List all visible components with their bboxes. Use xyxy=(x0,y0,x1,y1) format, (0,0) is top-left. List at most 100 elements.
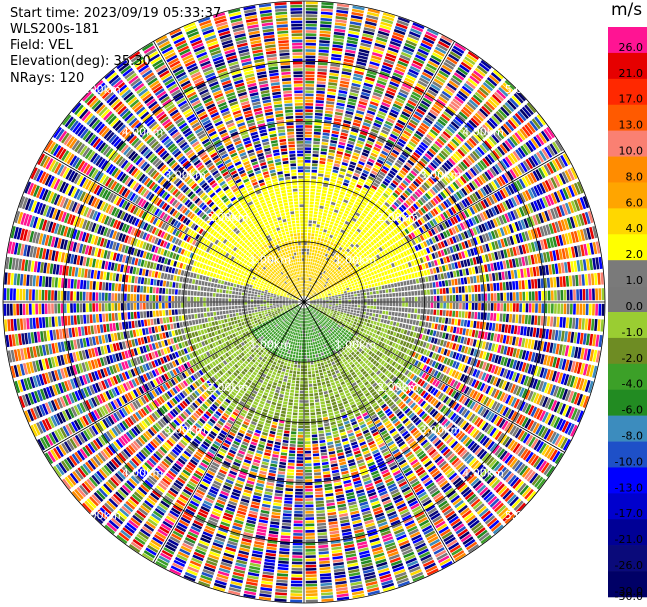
ppi-gate xyxy=(324,223,329,227)
ppi-gate xyxy=(432,52,444,60)
ppi-gate xyxy=(361,267,366,272)
ppi-gate xyxy=(399,88,409,96)
ppi-gate xyxy=(546,277,551,288)
ppi-gate xyxy=(375,237,380,242)
ppi-gate xyxy=(418,144,427,152)
ppi-gate xyxy=(582,303,586,316)
ppi-gate xyxy=(398,302,402,307)
ppi-gate xyxy=(367,8,380,14)
ppi-gate xyxy=(385,160,393,166)
ppi-gate xyxy=(497,146,506,156)
ppi-gate xyxy=(356,61,367,66)
ppi-gate xyxy=(320,258,323,262)
ppi-gate xyxy=(310,239,314,243)
ppi-gate xyxy=(345,236,350,241)
ppi-gate xyxy=(309,291,312,295)
ppi-gate xyxy=(517,269,521,279)
ppi-gate xyxy=(475,130,484,140)
ppi-gate xyxy=(460,277,464,285)
ppi-gate xyxy=(375,161,383,168)
ppi-gate xyxy=(416,83,426,90)
ppi-gate xyxy=(503,237,509,247)
ppi-gate xyxy=(396,187,403,194)
ppi-gate xyxy=(307,290,309,294)
ppi-gate xyxy=(367,137,375,143)
ppi-gate xyxy=(329,288,333,291)
ppi-gate xyxy=(410,215,416,222)
ppi-gate xyxy=(409,267,414,273)
ppi-gate xyxy=(390,194,397,201)
ppi-gate xyxy=(304,188,310,192)
ppi-gate xyxy=(445,264,449,271)
ppi-gate xyxy=(437,273,441,280)
ppi-gate xyxy=(385,52,397,59)
ppi-gate xyxy=(393,261,398,267)
ppi-gate xyxy=(419,314,424,321)
ppi-gate xyxy=(406,175,414,182)
ppi-gate xyxy=(442,189,449,197)
ppi-gate xyxy=(337,224,343,229)
ppi-gate xyxy=(422,155,430,163)
ppi-gate xyxy=(390,37,403,45)
ppi-gate xyxy=(470,238,475,247)
ppi-gate xyxy=(516,292,519,301)
ppi-gate xyxy=(325,107,334,111)
ppi-gate xyxy=(337,214,342,218)
ppi-gate xyxy=(524,190,532,201)
ppi-gate xyxy=(319,157,326,162)
ppi-gate xyxy=(551,222,558,234)
ppi-gate xyxy=(314,115,323,120)
ppi-gate xyxy=(369,187,376,193)
ppi-gate xyxy=(329,303,332,305)
ppi-gate xyxy=(495,323,499,332)
ppi-gate xyxy=(510,325,515,334)
ppi-gate xyxy=(317,74,327,79)
ppi-gate xyxy=(304,255,307,258)
ppi-gate xyxy=(456,327,460,334)
ppi-gate xyxy=(512,348,517,358)
ppi-gate xyxy=(414,272,418,278)
ppi-gate xyxy=(330,264,334,268)
ppi-gate xyxy=(519,128,529,139)
ppi-gate xyxy=(481,254,487,263)
ppi-gate xyxy=(384,144,392,151)
ppi-gate xyxy=(395,143,403,150)
ppi-gate xyxy=(322,282,325,285)
ppi-gate xyxy=(505,313,509,323)
ppi-gate xyxy=(537,315,541,326)
ppi-gate xyxy=(580,244,585,257)
ppi-gate xyxy=(353,246,358,251)
ppi-gate xyxy=(496,89,507,100)
ppi-gate xyxy=(434,274,438,281)
ppi-gate xyxy=(458,286,462,293)
ppi-gate xyxy=(304,191,310,195)
ppi-gate xyxy=(358,283,362,287)
ppi-gate xyxy=(541,196,549,208)
ppi-gate xyxy=(423,289,427,295)
ppi-gate xyxy=(350,209,356,214)
ppi-gate xyxy=(479,144,488,154)
ppi-gate xyxy=(304,213,309,217)
ppi-gate xyxy=(409,319,413,325)
ppi-gate xyxy=(525,291,529,301)
ppi-gate xyxy=(319,261,322,265)
ppi-gate xyxy=(349,212,354,217)
ppi-gate xyxy=(533,185,541,197)
ppi-gate xyxy=(328,296,332,298)
ppi-gate xyxy=(321,145,328,149)
ppi-gate xyxy=(399,54,411,62)
ppi-gate xyxy=(562,153,571,166)
ppi-gate xyxy=(335,154,343,158)
ppi-gate xyxy=(362,85,373,91)
ppi-gate xyxy=(458,201,465,210)
ppi-gate xyxy=(335,203,341,208)
ppi-gate xyxy=(377,30,390,37)
ppi-gate xyxy=(410,28,422,35)
ppi-gate xyxy=(305,99,314,103)
ppi-gate xyxy=(316,253,320,257)
ppi-gate xyxy=(534,278,538,289)
ppi-gate xyxy=(335,296,339,299)
ppi-gate xyxy=(383,243,389,248)
ppi-gate xyxy=(369,131,378,137)
ppi-gate xyxy=(329,146,336,150)
